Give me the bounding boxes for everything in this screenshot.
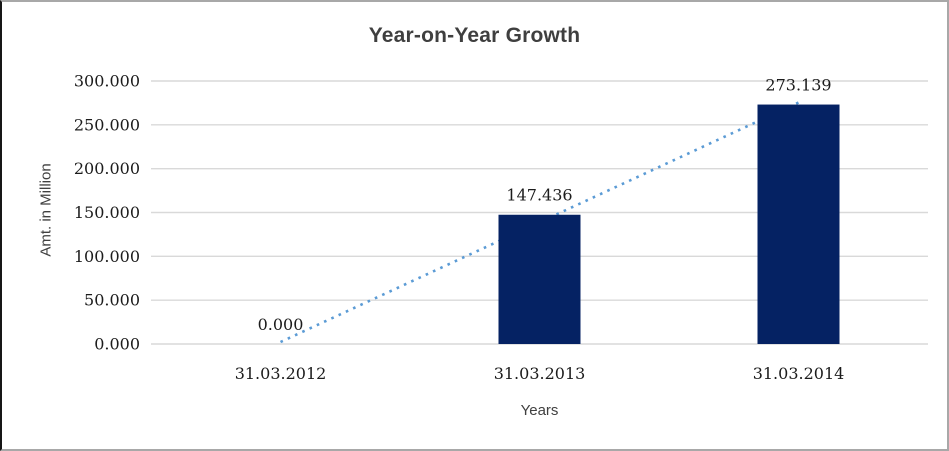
y-tick-label: 50.000 [84,291,140,310]
data-label: 273.139 [765,76,831,95]
y-tick-label: 150.000 [74,203,140,222]
y-tick-label: 100.000 [74,247,140,266]
bar[interactable] [498,214,581,344]
y-tick-label: 200.000 [74,159,140,178]
x-tick-label: 31.03.2012 [235,364,327,383]
y-tick-label: 250.000 [74,115,140,134]
y-tick-label: 300.000 [74,72,140,91]
x-tick-label: 31.03.2013 [494,364,586,383]
x-axis-title: Years [520,402,559,419]
x-tick-label: 31.03.2014 [753,364,845,383]
data-label: 147.436 [506,186,572,205]
data-label: 0.000 [258,315,304,334]
chart-title: Year-on-Year Growth [368,24,581,47]
y-tick-label: 0.000 [94,335,140,354]
bar[interactable] [757,104,840,344]
